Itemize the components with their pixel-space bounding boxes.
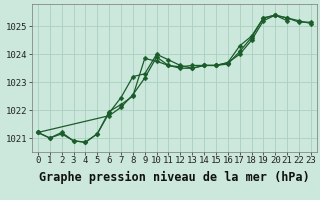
X-axis label: Graphe pression niveau de la mer (hPa): Graphe pression niveau de la mer (hPa) <box>39 171 310 184</box>
